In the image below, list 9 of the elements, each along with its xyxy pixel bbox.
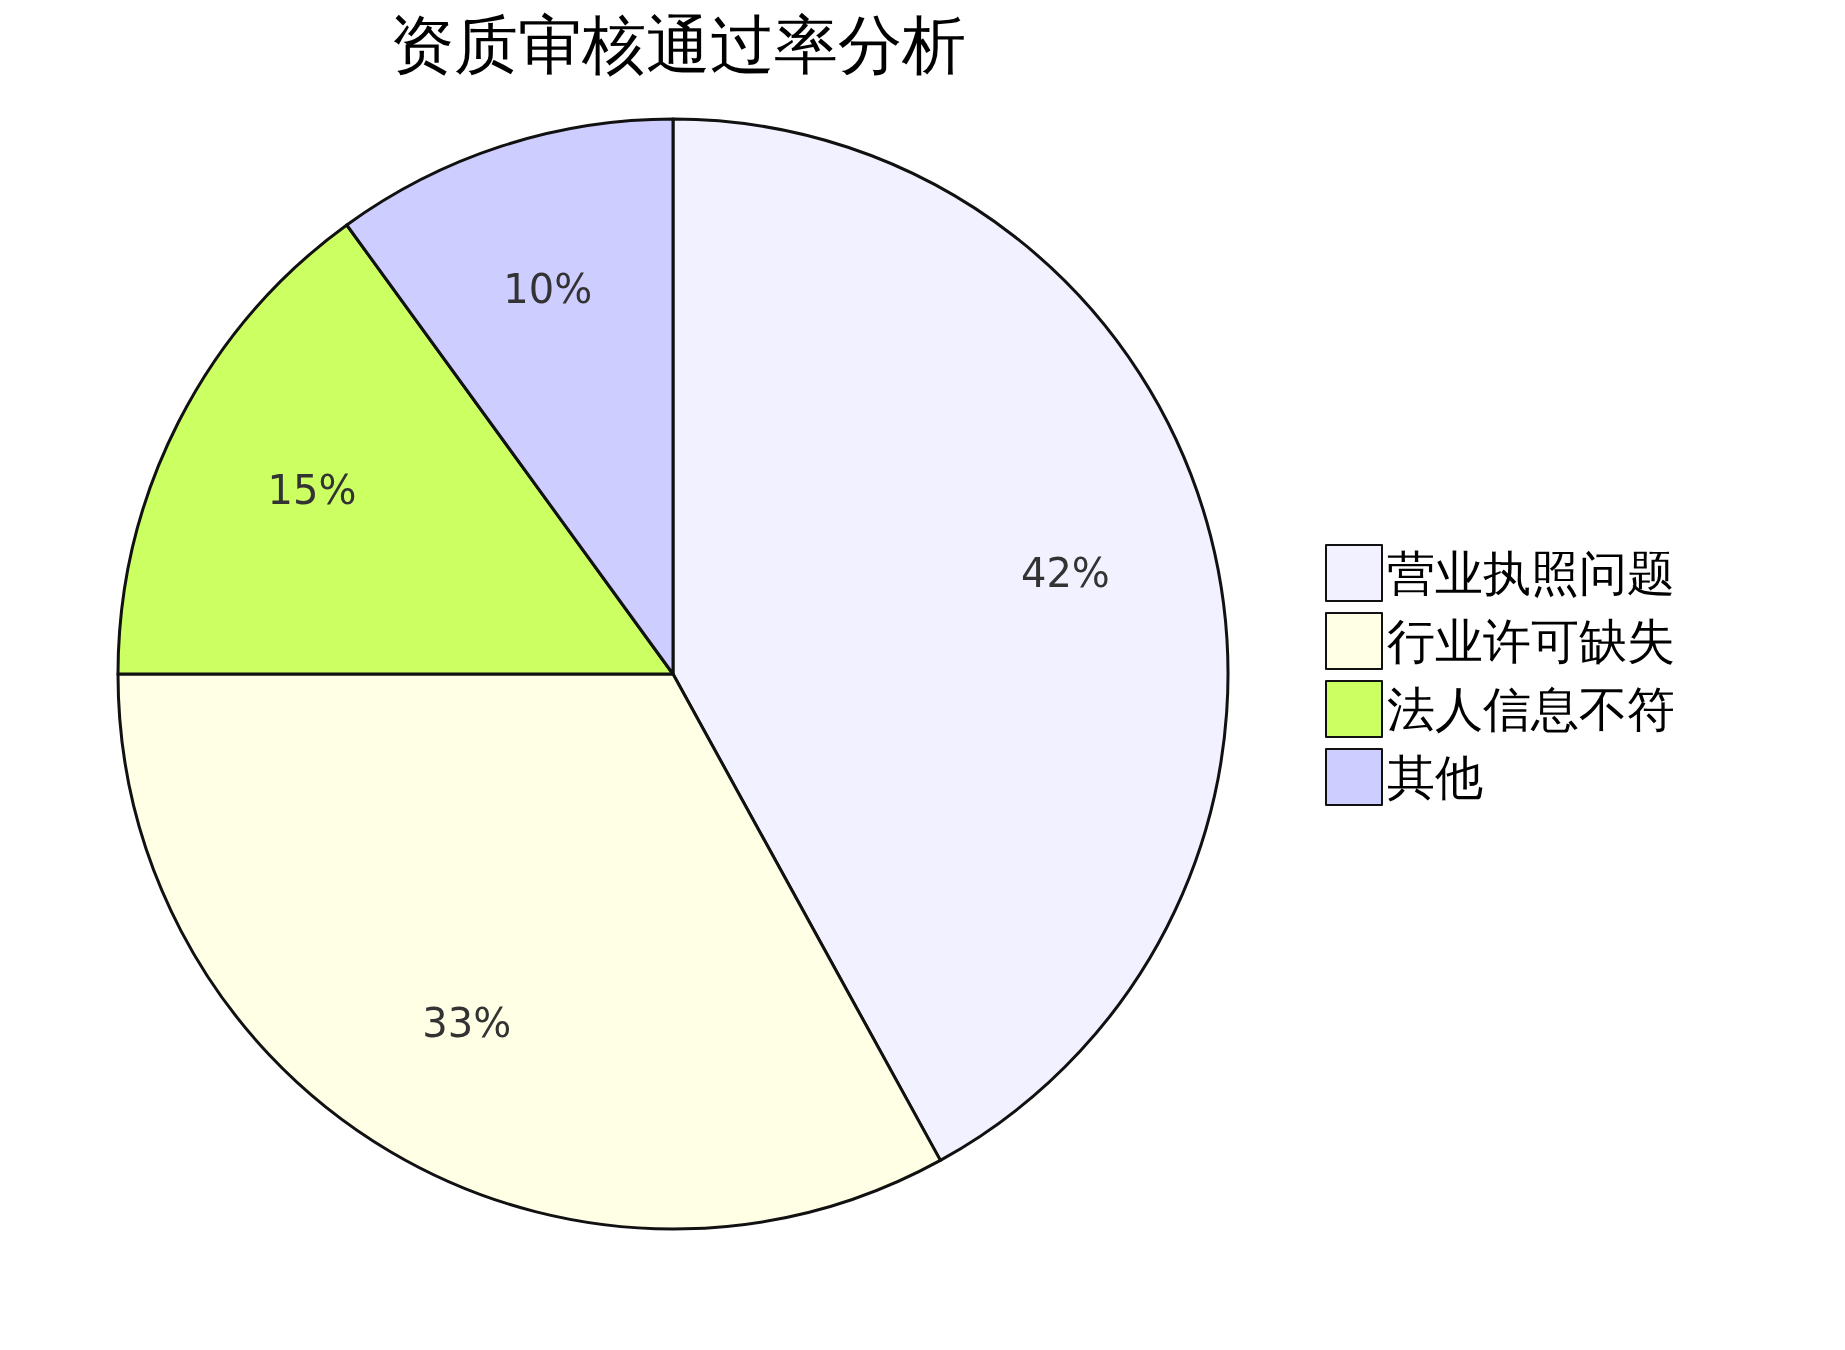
chart-title: 资质审核通过率分析 [390,8,966,82]
legend-label: 法人信息不符 [1387,681,1675,737]
legend-label: 其他 [1387,749,1483,805]
legend-label: 行业许可缺失 [1387,613,1675,669]
legend-label: 营业执照问题 [1387,545,1675,601]
data-label: 33% [422,999,512,1046]
data-label: 10% [503,265,593,312]
data-label: 15% [267,467,357,514]
data-label: 42% [1020,550,1110,597]
